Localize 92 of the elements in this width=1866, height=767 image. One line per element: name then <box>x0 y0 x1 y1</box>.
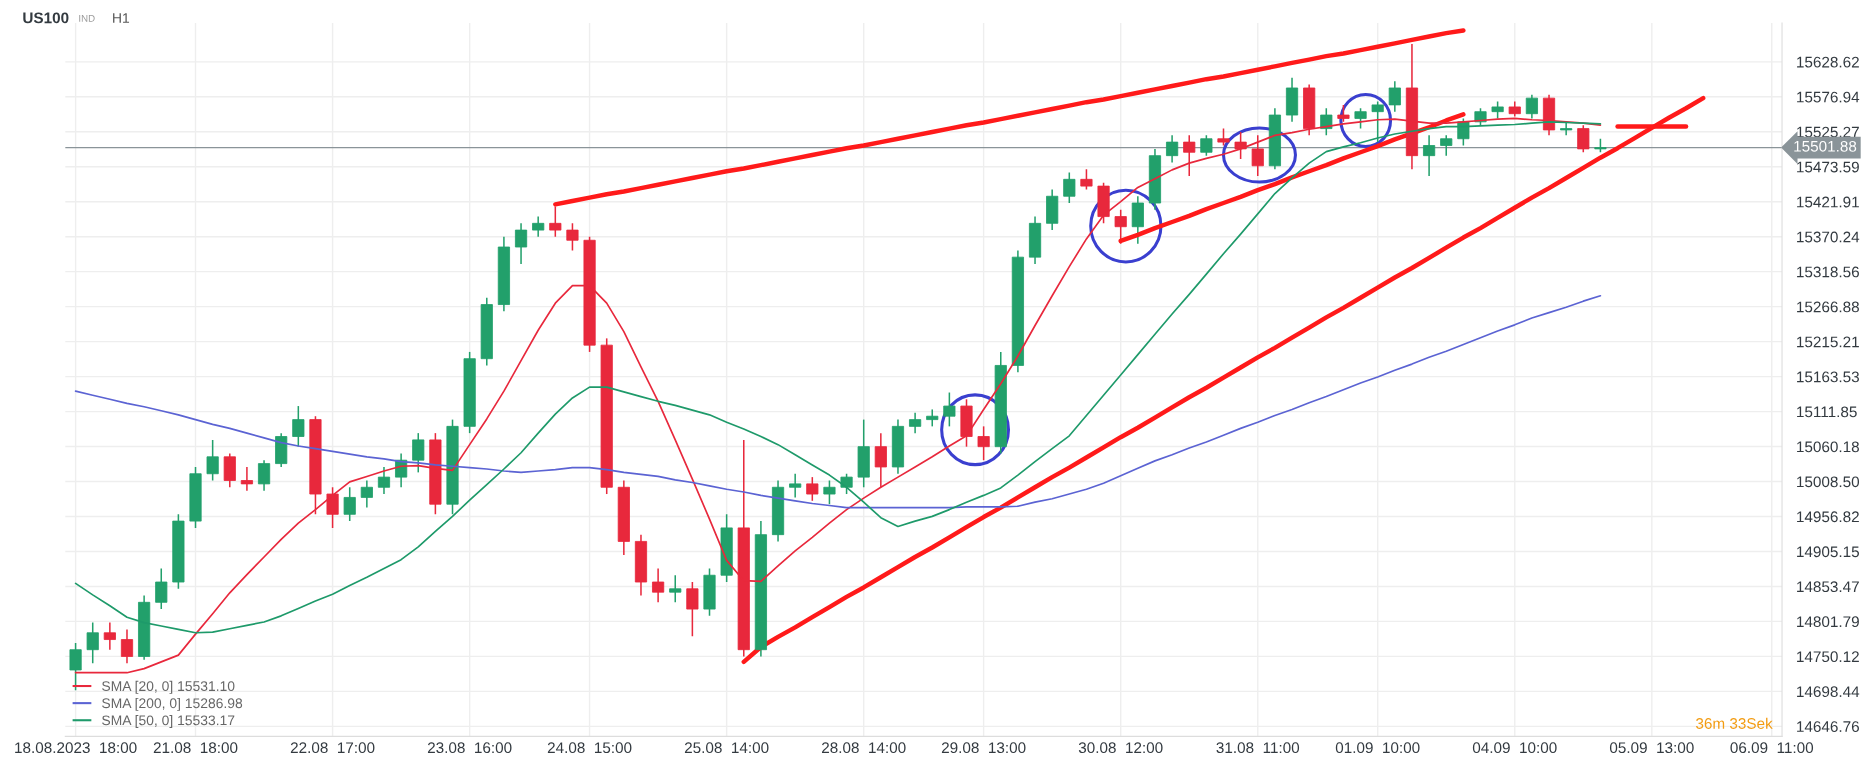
x-tick-label: 25.08 14:00 <box>684 742 769 754</box>
line-series <box>1118 112 1466 244</box>
x-tick-label: 18.08.2023 18:00 <box>15 742 137 754</box>
x-tick-label: 05.09 13:00 <box>1609 742 1694 754</box>
y-tick-label: 15008.50 <box>1797 476 1860 488</box>
candlestick <box>686 581 699 637</box>
candlestick <box>1388 80 1401 113</box>
candlestick <box>1354 107 1367 130</box>
y-tick-label: 14698.44 <box>1797 686 1860 698</box>
y-tick-label: 15576.94 <box>1797 91 1860 103</box>
chart-title: US100 <box>23 12 69 24</box>
ref-line-label: 15501.88 <box>1794 140 1857 152</box>
candlestick <box>823 479 836 505</box>
candlestick <box>514 222 528 265</box>
annotation: 36m 33Sek <box>1696 717 1773 729</box>
candlestick <box>1080 168 1093 191</box>
candlestick <box>926 408 939 428</box>
candlestick <box>86 621 99 664</box>
y-tick-label: 15318.56 <box>1797 266 1859 278</box>
y-tick-label: 15473.59 <box>1797 161 1859 173</box>
candlestick <box>652 567 665 604</box>
candlestick <box>1525 93 1538 120</box>
y-tick-label: 15111.85 <box>1797 406 1857 418</box>
x-tick-label: 23.08 16:00 <box>427 742 512 754</box>
candlestick <box>1183 134 1196 177</box>
candlestick <box>326 486 339 529</box>
candlestick <box>549 205 562 238</box>
y-tick-label: 15525.27 <box>1797 126 1859 138</box>
candlestick <box>1423 134 1436 177</box>
y-tick-label: 15421.91 <box>1797 196 1859 208</box>
candlestick <box>1063 171 1076 204</box>
candlestick <box>292 405 305 448</box>
candlestick <box>1577 124 1590 154</box>
y-tick-label: 15060.18 <box>1797 441 1859 453</box>
candlestick <box>1114 209 1127 245</box>
candlestick <box>874 432 887 489</box>
candlestick <box>1166 134 1179 164</box>
candlestick <box>103 621 116 651</box>
y-tick-label: 15370.24 <box>1797 231 1860 243</box>
x-tick-label: 01.09 10:00 <box>1335 742 1420 754</box>
candlestick <box>977 425 990 461</box>
candlestick <box>343 486 356 522</box>
candlestick <box>206 439 219 482</box>
candlestick <box>669 574 682 604</box>
candlestick <box>532 215 545 238</box>
candlestick <box>1251 134 1264 177</box>
candlestick <box>840 472 853 495</box>
text: IND <box>79 15 95 22</box>
candlestick <box>943 391 956 428</box>
legend-label: SMA [20, 0] 15531.10 <box>102 680 235 694</box>
line-series <box>553 28 1466 207</box>
legend-label: SMA [50, 0] 15533.17 <box>102 715 235 728</box>
candlestick <box>69 642 82 692</box>
candlestick <box>1234 131 1247 160</box>
x-tick-label: 28.08 14:00 <box>822 742 906 754</box>
candlestick <box>377 466 391 495</box>
y-tick-label: 15163.53 <box>1797 371 1859 383</box>
y-tick-label: 15628.62 <box>1797 56 1859 68</box>
candlestick <box>257 459 271 492</box>
candlestick <box>223 452 236 489</box>
candlestick <box>1200 134 1213 157</box>
y-tick-label: 14905.15 <box>1797 546 1859 558</box>
x-tick-label: 30.08 12:00 <box>1078 742 1163 754</box>
y-tick-label: 14646.76 <box>1797 721 1859 733</box>
x-tick-label: 29.08 13:00 <box>941 742 1026 754</box>
y-tick-label: 14750.12 <box>1797 651 1859 663</box>
candlestick <box>240 466 253 492</box>
candlestick <box>909 412 922 434</box>
x-tick-label: 22.08 17:00 <box>290 742 375 754</box>
x-tick-label: 04.09 10:00 <box>1472 742 1557 754</box>
line-series <box>741 95 1706 665</box>
x-tick-label: 06.09 11:00 <box>1730 742 1814 754</box>
candlestick <box>412 432 425 474</box>
candlestick <box>1440 134 1453 157</box>
candlestick <box>789 472 802 499</box>
text: H1 <box>113 13 130 23</box>
legend-label: SMA [200, 0] 15286.98 <box>102 697 243 711</box>
candlestick <box>120 628 134 664</box>
x-tick-label: 21.08 18:00 <box>153 742 238 754</box>
candlestick <box>155 567 168 610</box>
line-series <box>74 294 1602 509</box>
y-tick-label: 14956.82 <box>1797 511 1859 523</box>
candlestick <box>1131 195 1144 245</box>
y-tick-label: 14801.79 <box>1797 616 1859 628</box>
y-tick-label: 15215.21 <box>1797 336 1859 348</box>
candlestick <box>360 479 373 509</box>
y-tick-label: 15266.88 <box>1797 301 1859 313</box>
x-tick-label: 24.08 15:00 <box>547 742 632 754</box>
candlestick <box>806 476 819 502</box>
y-tick-label: 14853.47 <box>1797 581 1859 593</box>
candlestick <box>566 222 579 252</box>
x-tick-label: 31.08 11:00 <box>1216 742 1300 754</box>
